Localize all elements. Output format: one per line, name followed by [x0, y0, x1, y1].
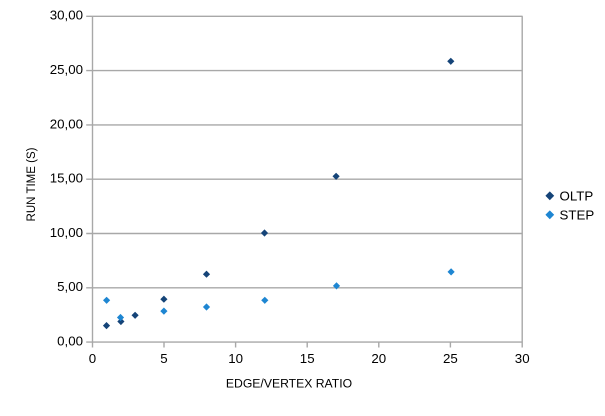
svg-text:30: 30	[515, 351, 530, 366]
svg-text:RUN TIME (S): RUN TIME (S)	[26, 147, 38, 221]
svg-text:EDGE/VERTEX RATIO: EDGE/VERTEX RATIO	[226, 377, 352, 391]
svg-text:10,00: 10,00	[50, 225, 83, 240]
svg-text:15,00: 15,00	[50, 171, 83, 186]
svg-text:15: 15	[300, 351, 315, 366]
svg-text:20: 20	[371, 351, 386, 366]
svg-text:OLTP: OLTP	[560, 189, 594, 204]
svg-text:5: 5	[160, 351, 167, 366]
svg-text:STEP: STEP	[560, 208, 595, 223]
svg-text:0: 0	[89, 351, 96, 366]
svg-text:25,00: 25,00	[50, 62, 83, 77]
svg-text:10: 10	[228, 351, 243, 366]
svg-text:20,00: 20,00	[50, 116, 83, 131]
svg-text:5,00: 5,00	[57, 279, 83, 294]
svg-text:30,00: 30,00	[50, 8, 83, 23]
svg-text:25: 25	[443, 351, 458, 366]
svg-text:0,00: 0,00	[57, 334, 83, 349]
